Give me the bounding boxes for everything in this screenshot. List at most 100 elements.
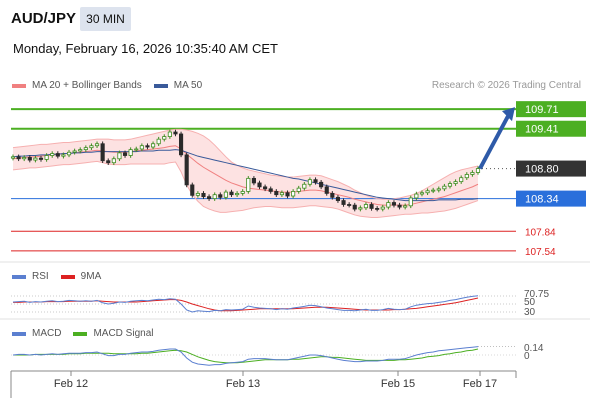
level-label-109-41: 109.41 (525, 124, 559, 136)
candle-body (134, 148, 139, 151)
candle-body (55, 153, 60, 157)
x-axis-label-feb-13: Feb 13 (226, 378, 260, 390)
candle-body (442, 185, 447, 190)
candle-body (352, 204, 357, 210)
main-legend: MA 20 + Bollinger Bands MA 50 (12, 80, 202, 91)
candle-body (78, 149, 83, 152)
level-tag-108-80 (516, 160, 586, 177)
candle-body (380, 206, 385, 210)
candle-body (240, 191, 245, 194)
rsi-swatch (12, 274, 26, 279)
research-credit: Research © 2026 Trading Central (431, 80, 581, 91)
candle-body (436, 188, 441, 191)
candle-body (89, 145, 94, 149)
x-axis-label-feb-15: Feb 15 (381, 378, 415, 390)
candle-body (431, 189, 436, 192)
candle-body (246, 177, 251, 192)
candle-body (201, 192, 206, 198)
candle-body (167, 131, 172, 137)
candle-body (358, 207, 363, 210)
candle-body (274, 191, 279, 196)
bollinger-lower-line (12, 160, 479, 219)
bollinger-legend-label: MA 20 + Bollinger Bands (32, 80, 142, 91)
candle-body (94, 143, 100, 147)
candle-body (285, 192, 290, 197)
rsi-line (12, 295, 479, 313)
chart-datetime: Monday, February 16, 2026 10:35:40 AM CE… (13, 41, 278, 56)
candle-body (156, 138, 161, 145)
ma50-line (12, 149, 479, 202)
bollinger-upper-line (12, 128, 479, 200)
rsi-tick-label: 30 (524, 307, 536, 318)
candle-body (403, 205, 408, 208)
level-label-109-71: 109.71 (525, 104, 559, 116)
macd-signal-line (13, 348, 479, 364)
candle-body (475, 168, 481, 173)
candle-body (50, 153, 55, 156)
candle-body (139, 145, 144, 150)
candle-body (218, 194, 223, 198)
candle-body (363, 204, 369, 209)
candle-body (179, 133, 184, 156)
candle-body (111, 158, 116, 164)
candle-body (464, 174, 469, 179)
candle-body (369, 204, 374, 209)
candle-body (268, 188, 273, 192)
candle-body (257, 182, 262, 188)
symbol-title: AUD/JPY (11, 10, 77, 27)
candle-body (391, 202, 397, 206)
candle-body (33, 157, 38, 161)
candle-body (419, 192, 425, 195)
rsi-ma9-line (13, 297, 479, 312)
candle-body (190, 184, 195, 196)
candle-body (212, 194, 217, 200)
macd-line (12, 346, 479, 366)
macd-signal-swatch (73, 331, 88, 336)
forecast-arrow-head (502, 107, 515, 122)
macd-swatch (12, 331, 26, 336)
candle-body (408, 197, 413, 207)
macd-tick-label: 0.14 (524, 343, 544, 354)
candle-body (375, 208, 380, 210)
candle-body (66, 151, 72, 156)
candle-body (145, 145, 150, 148)
level-label-107-84: 107.84 (525, 227, 556, 238)
candle-body (341, 200, 346, 205)
candle-body (302, 183, 307, 189)
candle-body (122, 152, 128, 156)
level-tag-109-41 (516, 120, 586, 137)
level-label-108-80: 108.80 (525, 164, 559, 176)
candle-body (291, 191, 296, 197)
candle-body (184, 154, 189, 186)
candle-body (128, 149, 133, 156)
macd-tick-label: 0 (524, 351, 530, 362)
candle-body (16, 156, 21, 160)
rsi-legend-label: RSI (32, 271, 49, 282)
rsi-ma9-swatch (60, 274, 75, 279)
candle-body (195, 192, 200, 196)
candle-body (453, 181, 458, 184)
candle-body (263, 186, 268, 190)
candle-body (386, 202, 391, 208)
candle-body (313, 179, 318, 183)
candle-body (470, 172, 475, 175)
candle-body (425, 190, 430, 194)
level-label-108-34: 108.34 (525, 194, 559, 206)
macd-legend: MACD MACD Signal (12, 328, 153, 339)
candle-body (223, 191, 228, 198)
macd-legend-label: MACD (32, 328, 62, 339)
candle-body (150, 143, 156, 148)
level-tag-108-34 (516, 190, 586, 207)
timeframe-badge[interactable]: 30 MIN (80, 7, 131, 31)
candle-body (235, 192, 240, 196)
rsi-ma9-legend-label: 9MA (80, 271, 102, 282)
bollinger-swatch (12, 83, 26, 88)
candle-body (414, 193, 419, 199)
candle-body (10, 156, 16, 159)
candle-body (251, 177, 256, 184)
forecast-arrow-shaft (478, 115, 510, 170)
candle-body (27, 157, 32, 161)
level-label-107-54: 107.54 (525, 247, 556, 258)
candle-body (106, 160, 111, 164)
